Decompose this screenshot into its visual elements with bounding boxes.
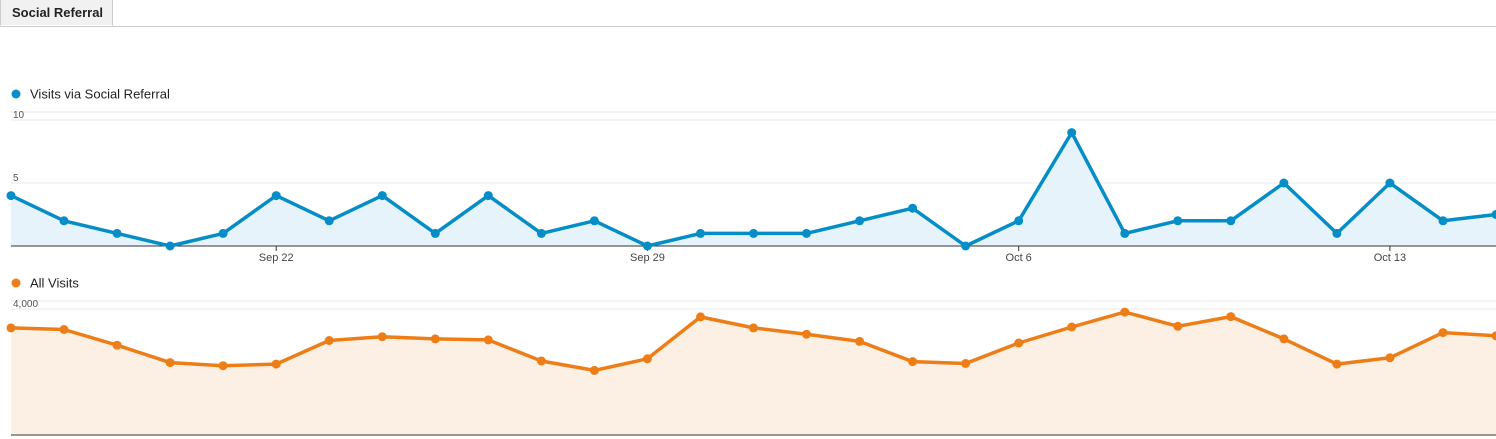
social-data-point[interactable] (908, 203, 918, 213)
all-visits-data-point[interactable] (1385, 353, 1395, 363)
all-visits-legend-label: All Visits (30, 276, 79, 291)
all-visits-data-point[interactable] (483, 335, 493, 345)
social-data-point[interactable] (324, 216, 334, 226)
social-data-point[interactable] (377, 191, 387, 201)
all-visits-data-point[interactable] (696, 312, 705, 322)
all-visits-legend-marker (11, 278, 21, 288)
all-visits-area (11, 312, 1496, 435)
all-visits-data-point[interactable] (377, 332, 387, 342)
all-visits-data-point[interactable] (1279, 334, 1289, 344)
social-data-point[interactable] (749, 228, 758, 238)
social-data-point[interactable] (536, 228, 546, 238)
all-visits-data-point[interactable] (218, 361, 228, 371)
social-data-point[interactable] (430, 228, 440, 238)
social-data-point[interactable] (483, 191, 493, 201)
social-data-point[interactable] (1067, 128, 1077, 138)
all-visits-data-point[interactable] (1226, 312, 1236, 322)
all-visits-data-point[interactable] (1438, 328, 1448, 338)
social-data-point[interactable] (1491, 210, 1496, 219)
all-visits-data-point[interactable] (1120, 307, 1130, 317)
social-xtick-label: Sep 29 (630, 252, 665, 264)
all-visits-data-point[interactable] (589, 365, 599, 375)
all-visits-data-point[interactable] (749, 323, 758, 333)
tab-bar-divider (0, 26, 1496, 27)
social-data-point[interactable] (589, 216, 599, 226)
all-visits-data-point[interactable] (165, 358, 175, 368)
social-data-point[interactable] (1332, 228, 1342, 238)
all-visits-data-point[interactable] (430, 334, 440, 344)
all-visits-data-point[interactable] (1014, 338, 1024, 348)
social-ytick-label: 5 (13, 173, 19, 184)
social-data-point[interactable] (1385, 178, 1395, 188)
all-visits-data-point[interactable] (59, 325, 69, 334)
social-data-point[interactable] (1279, 178, 1289, 188)
social-data-point[interactable] (59, 216, 69, 226)
social-data-point[interactable] (271, 191, 281, 201)
social-legend-marker (11, 89, 21, 99)
social-legend-label: Visits via Social Referral (30, 87, 170, 102)
social-data-point[interactable] (6, 191, 16, 201)
social-xtick-label: Sep 22 (259, 252, 294, 264)
all-visits-data-point[interactable] (536, 356, 546, 366)
all-visits-data-point[interactable] (908, 357, 918, 367)
tab-bar: Social Referral (0, 0, 1496, 27)
all-visits-data-point[interactable] (324, 336, 334, 345)
social-data-point[interactable] (1014, 216, 1024, 226)
social-data-point[interactable] (696, 228, 705, 238)
all-visits-data-point[interactable] (1173, 321, 1183, 331)
social-data-point[interactable] (218, 228, 228, 238)
social-data-point[interactable] (642, 241, 652, 251)
all-visits-data-point[interactable] (961, 359, 971, 368)
social-data-point[interactable] (1173, 216, 1183, 226)
social-data-point[interactable] (112, 228, 122, 238)
all-visits-data-point[interactable] (855, 336, 865, 346)
social-area (11, 132, 1496, 246)
social-data-point[interactable] (165, 241, 175, 251)
all-visits-data-point[interactable] (1332, 359, 1342, 369)
all-visits-data-point[interactable] (1067, 322, 1077, 332)
tab-social-referral[interactable]: Social Referral (0, 0, 114, 26)
social-ytick-label: 10 (13, 110, 25, 121)
all-visits-data-point[interactable] (112, 340, 122, 350)
social-xtick-label: Oct 6 (1006, 252, 1032, 264)
all-visits-data-point[interactable] (802, 329, 811, 339)
all-visits-data-point[interactable] (6, 323, 16, 333)
social-data-point[interactable] (1438, 216, 1448, 226)
social-data-point[interactable] (1226, 216, 1236, 226)
social-data-point[interactable] (1120, 228, 1130, 238)
social-data-point[interactable] (802, 228, 811, 238)
social-data-point[interactable] (961, 241, 971, 251)
all-visits-ytick-label: 4,000 (13, 299, 38, 310)
social-data-point[interactable] (855, 216, 865, 226)
all-visits-data-point[interactable] (642, 354, 652, 364)
all-visits-data-point[interactable] (271, 359, 281, 369)
all-visits-data-point[interactable] (1491, 331, 1496, 341)
social-xtick-label: Oct 13 (1374, 252, 1406, 264)
